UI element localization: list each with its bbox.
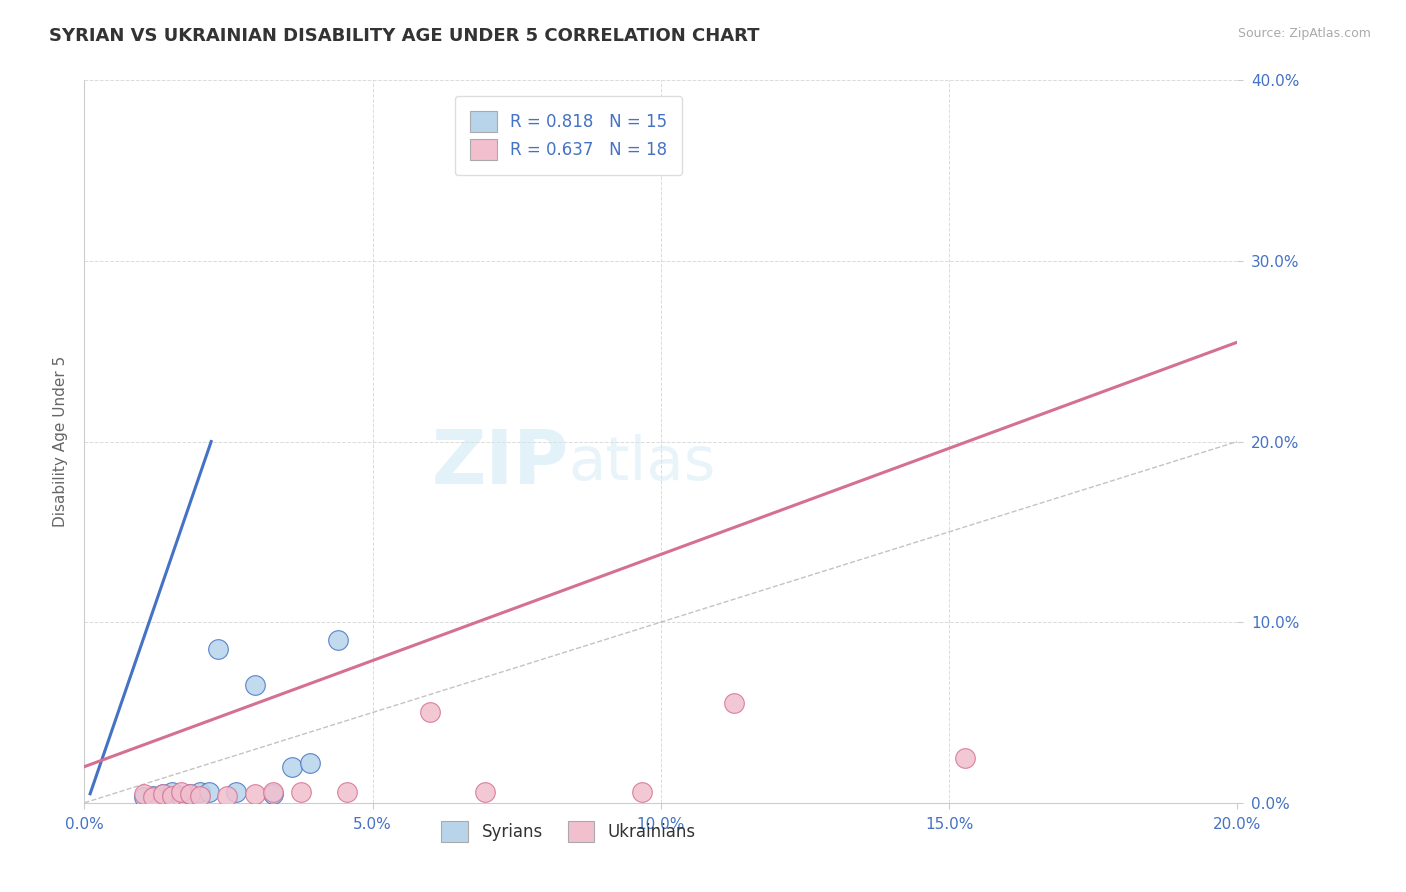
Point: [391, 785, 413, 799]
Point: [160, 787, 183, 801]
Point: [108, 787, 131, 801]
Point: [84, 790, 107, 805]
Point: [79, 790, 101, 805]
Point: [103, 785, 124, 799]
Point: [292, 785, 315, 799]
Point: [183, 756, 205, 770]
Point: [449, 697, 471, 711]
Point: [257, 706, 280, 720]
Point: [131, 789, 153, 803]
Text: SYRIAN VS UKRAINIAN DISABILITY AGE UNDER 5 CORRELATION CHART: SYRIAN VS UKRAINIAN DISABILITY AGE UNDER…: [49, 27, 759, 45]
Point: [592, 750, 614, 764]
Point: [96, 785, 118, 799]
Point: [84, 789, 107, 803]
Point: [103, 789, 124, 803]
Point: [160, 785, 183, 799]
Y-axis label: Disability Age Under 5: Disability Age Under 5: [52, 356, 67, 527]
Point: [96, 789, 118, 803]
Legend: Syrians, Ukrainians: Syrians, Ukrainians: [434, 814, 703, 848]
Point: [205, 785, 228, 799]
Point: [125, 642, 148, 657]
Point: [108, 787, 131, 801]
Point: [177, 785, 200, 799]
Point: [114, 785, 136, 799]
Point: [148, 678, 170, 692]
Point: [172, 760, 194, 774]
Text: atlas: atlas: [568, 434, 716, 492]
Point: [136, 785, 159, 799]
Point: [148, 787, 170, 801]
Point: [200, 633, 222, 648]
Text: Source: ZipAtlas.com: Source: ZipAtlas.com: [1237, 27, 1371, 40]
Point: [114, 789, 136, 803]
Point: [120, 785, 142, 799]
Point: [90, 787, 112, 801]
Point: [823, 191, 845, 205]
Text: ZIP: ZIP: [432, 426, 568, 500]
Point: [90, 787, 112, 801]
Point: [79, 787, 101, 801]
